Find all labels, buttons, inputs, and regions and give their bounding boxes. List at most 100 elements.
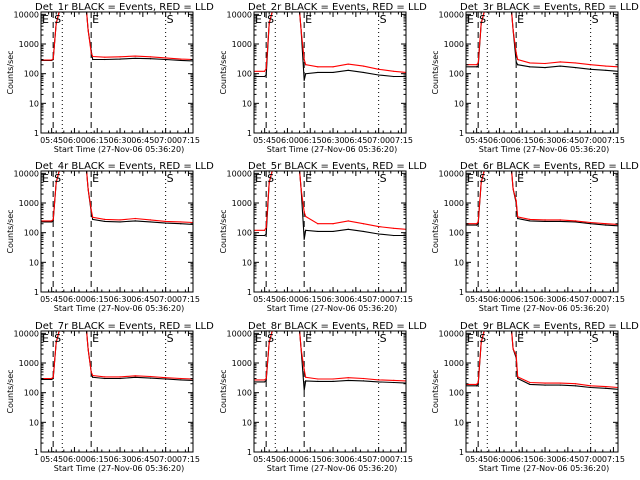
event-marker-label: S xyxy=(592,13,599,26)
events-data-point xyxy=(605,224,607,226)
y-tick-label: 10000 xyxy=(14,10,39,19)
lld-data-point xyxy=(300,29,302,31)
events-data-point xyxy=(119,221,121,223)
x-axis-label: Start Time (27-Nov-06 05:36:20) xyxy=(479,145,609,154)
x-tick-label: 06:00 xyxy=(488,455,511,464)
lld-data-point xyxy=(119,376,121,378)
events-data-point xyxy=(517,377,519,380)
event-marker-label: S xyxy=(54,13,61,26)
x-tick-label: 07:15 xyxy=(177,295,200,304)
events-data-point xyxy=(134,376,136,378)
y-tick-label: 10000 xyxy=(227,169,252,178)
x-tick-label: 06:30 xyxy=(534,295,557,304)
lld-data-point xyxy=(317,66,319,68)
y-axis-label: Counts/sec xyxy=(6,369,15,413)
y-tick-label: 10 xyxy=(454,99,464,108)
event-marker-label: E xyxy=(517,172,524,185)
events-data-point xyxy=(317,230,319,233)
events-data-point xyxy=(149,58,152,60)
event-marker-label: E xyxy=(305,332,312,345)
lld-data-point xyxy=(149,56,152,58)
lld-data-point xyxy=(180,58,182,60)
lld-data-point xyxy=(180,221,182,223)
y-tick-label: 1000 xyxy=(19,359,39,368)
events-data-point xyxy=(393,381,395,384)
lld-data-point xyxy=(574,220,577,222)
x-tick-label: 06:30 xyxy=(322,455,345,464)
events-data-point xyxy=(303,79,305,81)
events-data-point xyxy=(332,71,334,74)
lld-data-point xyxy=(265,226,267,229)
y-tick-label: 1 xyxy=(459,448,464,457)
events-data-point xyxy=(574,385,577,387)
lld-data-point xyxy=(476,64,478,66)
lld-data-point xyxy=(512,348,514,350)
x-tick-label: 06:30 xyxy=(322,136,345,145)
x-tick-label: 06:45 xyxy=(556,295,579,304)
events-data-point xyxy=(149,221,152,223)
x-tick-label: 06:45 xyxy=(131,295,154,304)
lld-data-point xyxy=(180,377,182,380)
lld-data-point xyxy=(104,376,106,378)
lld-data-point xyxy=(517,376,519,378)
lld-data-point xyxy=(559,219,561,221)
events-data-point xyxy=(180,379,182,381)
event-marker-label: E xyxy=(255,332,262,345)
events-data-point xyxy=(119,377,121,380)
x-tick-label: 07:00 xyxy=(154,136,177,145)
lld-data-point xyxy=(134,55,136,57)
panel-title: Det_8r BLACK = Events, RED = LLD xyxy=(248,321,427,332)
y-tick-label: 10000 xyxy=(439,169,464,178)
events-data-point xyxy=(590,223,592,225)
lld-data-point xyxy=(87,188,89,190)
lld-series-line xyxy=(41,171,193,224)
lld-data-point xyxy=(104,56,106,58)
event-marker-label: E xyxy=(517,13,524,26)
y-axis-label: Counts/sec xyxy=(219,50,228,94)
events-data-point xyxy=(119,58,121,60)
event-marker-label: S xyxy=(54,332,61,345)
events-data-point xyxy=(317,380,319,382)
panel-title: Det_4r BLACK = Events, RED = LLD xyxy=(35,161,214,172)
axes-frame xyxy=(40,170,194,293)
chart-panel-2: Det_2r BLACK = Events, RED = LLD 1 10 100 10… xyxy=(219,2,427,154)
x-tick-label: 05:45 xyxy=(40,455,63,464)
panel-title: Det_5r BLACK = Events, RED = LLD xyxy=(248,161,427,172)
axes-frame xyxy=(40,330,194,453)
x-tick-label: 06:15 xyxy=(299,455,322,464)
lld-series-line xyxy=(254,12,406,73)
lld-data-point xyxy=(477,62,479,64)
lld-data-point xyxy=(544,382,546,384)
lld-data-point xyxy=(362,223,365,225)
chart-panel-3: Det_3r BLACK = Events, RED = LLD 1 10 100 10… xyxy=(431,2,639,154)
x-tick-label: 07:00 xyxy=(154,455,177,464)
lld-data-point xyxy=(268,22,270,24)
x-axis-label: Start Time (27-Nov-06 05:36:20) xyxy=(267,145,397,154)
lld-series-line xyxy=(254,331,406,382)
x-axis-label: Start Time (27-Nov-06 05:36:20) xyxy=(267,464,397,473)
events-data-point xyxy=(305,229,307,231)
events-data-point xyxy=(92,218,94,221)
lld-data-point xyxy=(165,57,167,59)
x-tick-label: 06:00 xyxy=(488,136,511,145)
y-tick-label: 10 xyxy=(242,99,252,108)
events-data-point xyxy=(544,67,546,69)
x-axis-label: Start Time (27-Nov-06 05:36:20) xyxy=(479,464,609,473)
events-data-point xyxy=(264,234,266,237)
x-tick-label: 06:30 xyxy=(322,295,345,304)
lld-data-point xyxy=(559,61,561,63)
x-tick-label: 07:15 xyxy=(177,136,200,145)
lld-data-point xyxy=(87,29,89,31)
events-data-point xyxy=(378,233,380,235)
events-data-point xyxy=(104,220,106,222)
lld-data-point xyxy=(477,381,479,384)
x-tick-label: 06:00 xyxy=(276,455,299,464)
lld-data-point xyxy=(605,223,607,225)
event-marker-label: S xyxy=(380,13,387,26)
y-tick-label: 1000 xyxy=(232,199,252,208)
lld-data-point xyxy=(300,348,302,350)
events-data-point xyxy=(515,61,517,63)
y-tick-label: 1 xyxy=(34,448,39,457)
y-tick-label: 100 xyxy=(449,389,464,398)
y-tick-label: 10000 xyxy=(227,329,252,338)
